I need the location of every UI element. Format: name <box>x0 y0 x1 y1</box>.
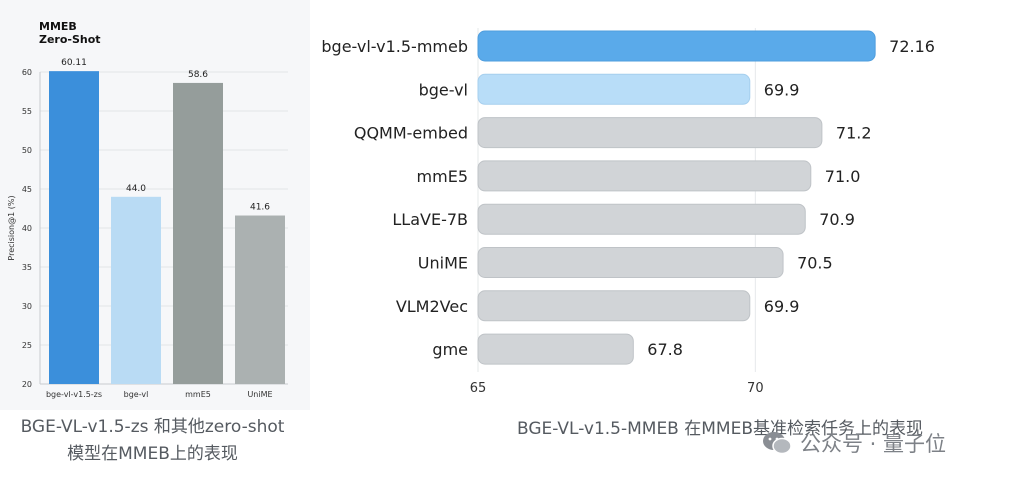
bar <box>477 73 751 105</box>
data-label: 69.9 <box>764 80 800 99</box>
y-tick-label: 25 <box>22 341 32 350</box>
right-bar-chart: 65 70 bge-vl-v1.5-mmeb 72.16 bge-vl 69.9 QQMM-… <box>321 28 935 396</box>
x-tick-label: 70 <box>747 381 764 396</box>
y-tick-label: 50 <box>22 146 32 155</box>
data-label: 72.16 <box>889 37 935 56</box>
category-label: bge-vl <box>419 80 468 99</box>
bar <box>477 203 806 235</box>
y-tick-label: 20 <box>22 380 32 389</box>
watermark: 公众号 · 量子位 <box>762 428 946 458</box>
data-label: 70.5 <box>797 254 833 273</box>
y-tick-label: 45 <box>22 185 32 194</box>
category-label: UniME <box>418 254 468 273</box>
watermark-text: 公众号 · 量子位 <box>800 432 947 456</box>
chart-title-line: Zero-Shot <box>39 33 101 46</box>
y-tick-label: 30 <box>22 302 32 311</box>
data-label: 67.8 <box>647 340 683 359</box>
data-label: 58.6 <box>188 70 208 80</box>
data-label: 71.0 <box>825 167 861 186</box>
x-tick-label: UniME <box>247 390 272 399</box>
left-chart-panel: MMEB Zero-Shot 20 25 30 35 40 45 50 55 60 Precision… <box>0 0 310 410</box>
bar <box>111 196 161 384</box>
y-tick-label: 40 <box>22 224 32 233</box>
data-label: 44.0 <box>126 184 146 194</box>
chart-title-line: MMEB <box>39 20 77 33</box>
bar <box>477 30 876 62</box>
bar <box>477 117 823 149</box>
x-tick-label: bge-vl <box>124 390 149 399</box>
bar <box>477 290 751 322</box>
y-tick-label: 55 <box>22 107 32 116</box>
y-tick-label: 60 <box>22 68 32 77</box>
data-label: 69.9 <box>764 297 800 316</box>
y-axis-label: Precision@1 (%) <box>7 195 16 260</box>
left-chart-caption: BGE-VL-v1.5-zs 和其他zero-shot 模型在MMEB上的表现 <box>0 414 305 468</box>
data-label: 70.9 <box>819 210 855 229</box>
bar <box>235 215 285 384</box>
data-label: 71.2 <box>836 124 872 143</box>
bar <box>49 71 99 384</box>
y-tick-label: 35 <box>22 263 32 272</box>
category-label: VLM2Vec <box>396 297 468 316</box>
x-tick-label: mmE5 <box>185 390 211 399</box>
left-caption-line1: BGE-VL-v1.5-zs 和其他zero-shot <box>20 417 285 437</box>
category-label: mmE5 <box>417 167 468 186</box>
category-label: bge-vl-v1.5-mmeb <box>321 37 468 56</box>
bar <box>477 247 784 278</box>
data-label: 60.11 <box>61 58 87 68</box>
data-label: 41.6 <box>250 203 270 213</box>
right-chart-caption: BGE-VL-v1.5-MMEB 在MMEB基准检索任务上的表现 <box>516 419 923 439</box>
x-tick-label: bge-vl-v1.5-zs <box>46 390 102 399</box>
x-tick-label: 65 <box>470 381 487 396</box>
bar <box>477 160 812 192</box>
category-label: LLaVE-7B <box>392 210 468 229</box>
category-label: QQMM-embed <box>354 124 468 143</box>
wechat-icon <box>763 432 792 455</box>
left-caption-line2: 模型在MMEB上的表现 <box>67 444 238 464</box>
bar <box>477 333 634 365</box>
bar <box>173 82 223 385</box>
category-label: gme <box>432 340 468 359</box>
